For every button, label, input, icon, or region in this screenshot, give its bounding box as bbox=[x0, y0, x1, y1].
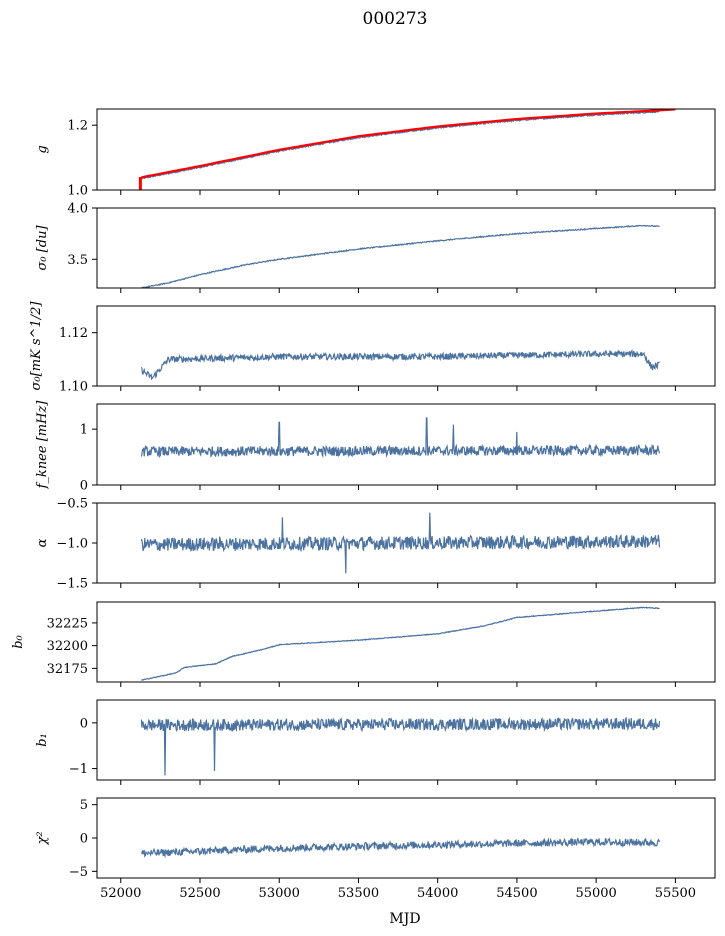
panel-chi2: −5 0 5 52000 52500 53000 53500 54000 54500 55000 5… bbox=[35, 797, 716, 901]
y-tick-label-b0: 32175 bbox=[47, 662, 88, 677]
panel-fknee: 0 1 f_knee [mHz] bbox=[35, 400, 716, 494]
axes-frame-sigma0_mk bbox=[96, 305, 716, 387]
y-axis-label-fknee: f_knee [mHz] bbox=[35, 400, 50, 490]
y-tick-label-chi2: −5 bbox=[69, 865, 88, 880]
panel-b0: 32175 32200 32225 b₀ bbox=[11, 601, 716, 687]
x-tick-label: 53000 bbox=[259, 886, 300, 901]
y-tick-label-b1: 0 bbox=[80, 716, 88, 731]
y-tick-label-alpha: −1.0 bbox=[56, 537, 88, 552]
y-axis-label-sigma0_du: σ₀ [du] bbox=[35, 225, 50, 271]
axes-frame-fknee bbox=[96, 403, 716, 486]
panels: 1.0 1.2 g 3.5 4.0 σ₀ [du] 1.10 1.12 σ₀[mK s^1/2]… bbox=[11, 108, 716, 901]
x-tick-label: 54000 bbox=[417, 886, 458, 901]
y-tick-label-g: 1.0 bbox=[67, 184, 88, 199]
x-tick-label: 53500 bbox=[338, 886, 379, 901]
y-axis-label-sigma0_mk: σ₀[mK s^1/2] bbox=[29, 301, 44, 391]
panel-g: 1.0 1.2 g bbox=[35, 108, 716, 199]
y-tick-label-alpha: −1.5 bbox=[56, 577, 88, 592]
y-axis-label-alpha: α bbox=[35, 538, 50, 547]
series-line-alpha bbox=[140, 512, 661, 574]
x-tick-label: 55000 bbox=[575, 886, 616, 901]
y-tick-label-fknee: 1 bbox=[80, 423, 88, 438]
panel-b1: −1 0 b₁ bbox=[35, 699, 716, 785]
axes-frame-g bbox=[96, 108, 716, 191]
y-axis-label-b1: b₁ bbox=[35, 733, 50, 747]
y-axis-label-b0: b₀ bbox=[11, 634, 26, 648]
y-tick-label-sigma0_du: 4.0 bbox=[67, 202, 88, 217]
series-line-sigma0_du bbox=[141, 224, 660, 288]
axes-frame-b0 bbox=[96, 601, 716, 683]
x-axis-label: MJD bbox=[389, 911, 420, 927]
panel-sigma0_mk: 1.10 1.12 σ₀[mK s^1/2] bbox=[29, 301, 716, 395]
series-line-fknee bbox=[140, 417, 661, 459]
series-line-g bbox=[141, 110, 660, 180]
overlay-line-g bbox=[141, 109, 676, 179]
y-axis-label-chi2: χ² bbox=[35, 831, 50, 845]
x-tick-label: 52000 bbox=[100, 886, 141, 901]
x-tick-label: 52500 bbox=[179, 886, 220, 901]
y-tick-label-b0: 32225 bbox=[47, 616, 88, 631]
y-tick-label-g: 1.2 bbox=[67, 119, 88, 134]
axes-frame-b1 bbox=[96, 699, 716, 781]
axes-frame-sigma0_du bbox=[96, 207, 716, 289]
y-tick-label-sigma0_mk: 1.12 bbox=[59, 326, 88, 341]
y-tick-label-sigma0_mk: 1.10 bbox=[59, 380, 88, 395]
y-tick-label-b0: 32200 bbox=[47, 639, 88, 654]
series-line-sigma0_mk bbox=[140, 348, 660, 381]
y-tick-label-b1: −1 bbox=[69, 762, 88, 777]
x-tick-label: 55500 bbox=[655, 886, 696, 901]
figure-title: 000273 bbox=[363, 9, 428, 29]
y-tick-label-chi2: 5 bbox=[80, 798, 88, 813]
y-tick-label-sigma0_du: 3.5 bbox=[67, 253, 88, 268]
y-tick-label-alpha: −0.5 bbox=[56, 497, 88, 512]
panel-alpha: −1.5 −1.0 −0.5 α bbox=[35, 497, 716, 592]
series-line-b1 bbox=[140, 716, 661, 776]
series-line-b0 bbox=[141, 606, 660, 681]
y-tick-label-chi2: 0 bbox=[80, 832, 88, 847]
series-line-chi2 bbox=[141, 837, 661, 859]
axes-frame-chi2 bbox=[96, 797, 716, 879]
x-tick-label: 54500 bbox=[496, 886, 537, 901]
y-axis-label-g: g bbox=[35, 145, 50, 153]
y-tick-label-fknee: 0 bbox=[80, 479, 88, 494]
panel-sigma0_du: 3.5 4.0 σ₀ [du] bbox=[35, 202, 716, 293]
